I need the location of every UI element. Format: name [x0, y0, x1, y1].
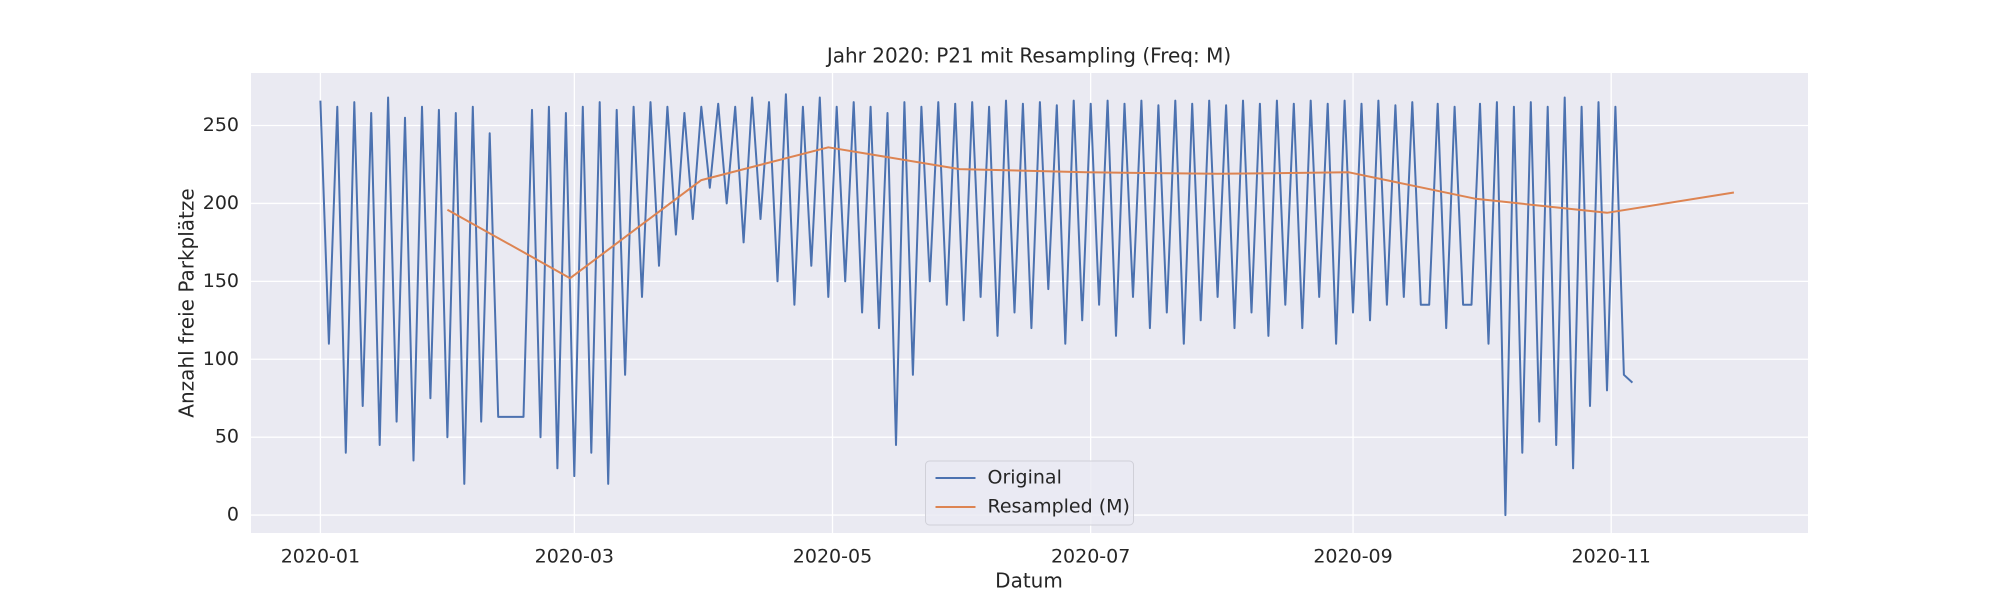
- x-tick-label: 2020-11: [1572, 546, 1651, 568]
- y-tick-label: 50: [215, 426, 239, 448]
- y-tick-label: 200: [203, 192, 239, 214]
- y-tick-label: 250: [203, 114, 239, 136]
- x-axis-label: Datum: [995, 569, 1063, 593]
- series-line: [319, 93, 1634, 517]
- series-line: [446, 146, 1735, 280]
- legend-label: Resampled (M): [988, 496, 1130, 518]
- legend-box: [925, 460, 1134, 526]
- x-tick-label: 2020-07: [1051, 546, 1130, 568]
- y-tick-label: 100: [203, 348, 239, 370]
- x-tick-label: 2020-03: [535, 546, 614, 568]
- y-tick-label: 150: [203, 270, 239, 292]
- y-axis-label: Anzahl freie Parkplätze: [175, 188, 199, 417]
- y-tick-label: 0: [227, 504, 239, 526]
- x-tick-label: 2020-09: [1313, 546, 1392, 568]
- legend-label: Original: [988, 467, 1062, 489]
- lines: [319, 93, 1735, 517]
- x-tick-label: 2020-05: [793, 546, 872, 568]
- legend: Original Resampled (M): [925, 460, 1134, 526]
- x-tick-label: 2020-01: [281, 546, 360, 568]
- chart-title: Jahr 2020: P21 mit Resampling (Freq: M): [825, 44, 1231, 68]
